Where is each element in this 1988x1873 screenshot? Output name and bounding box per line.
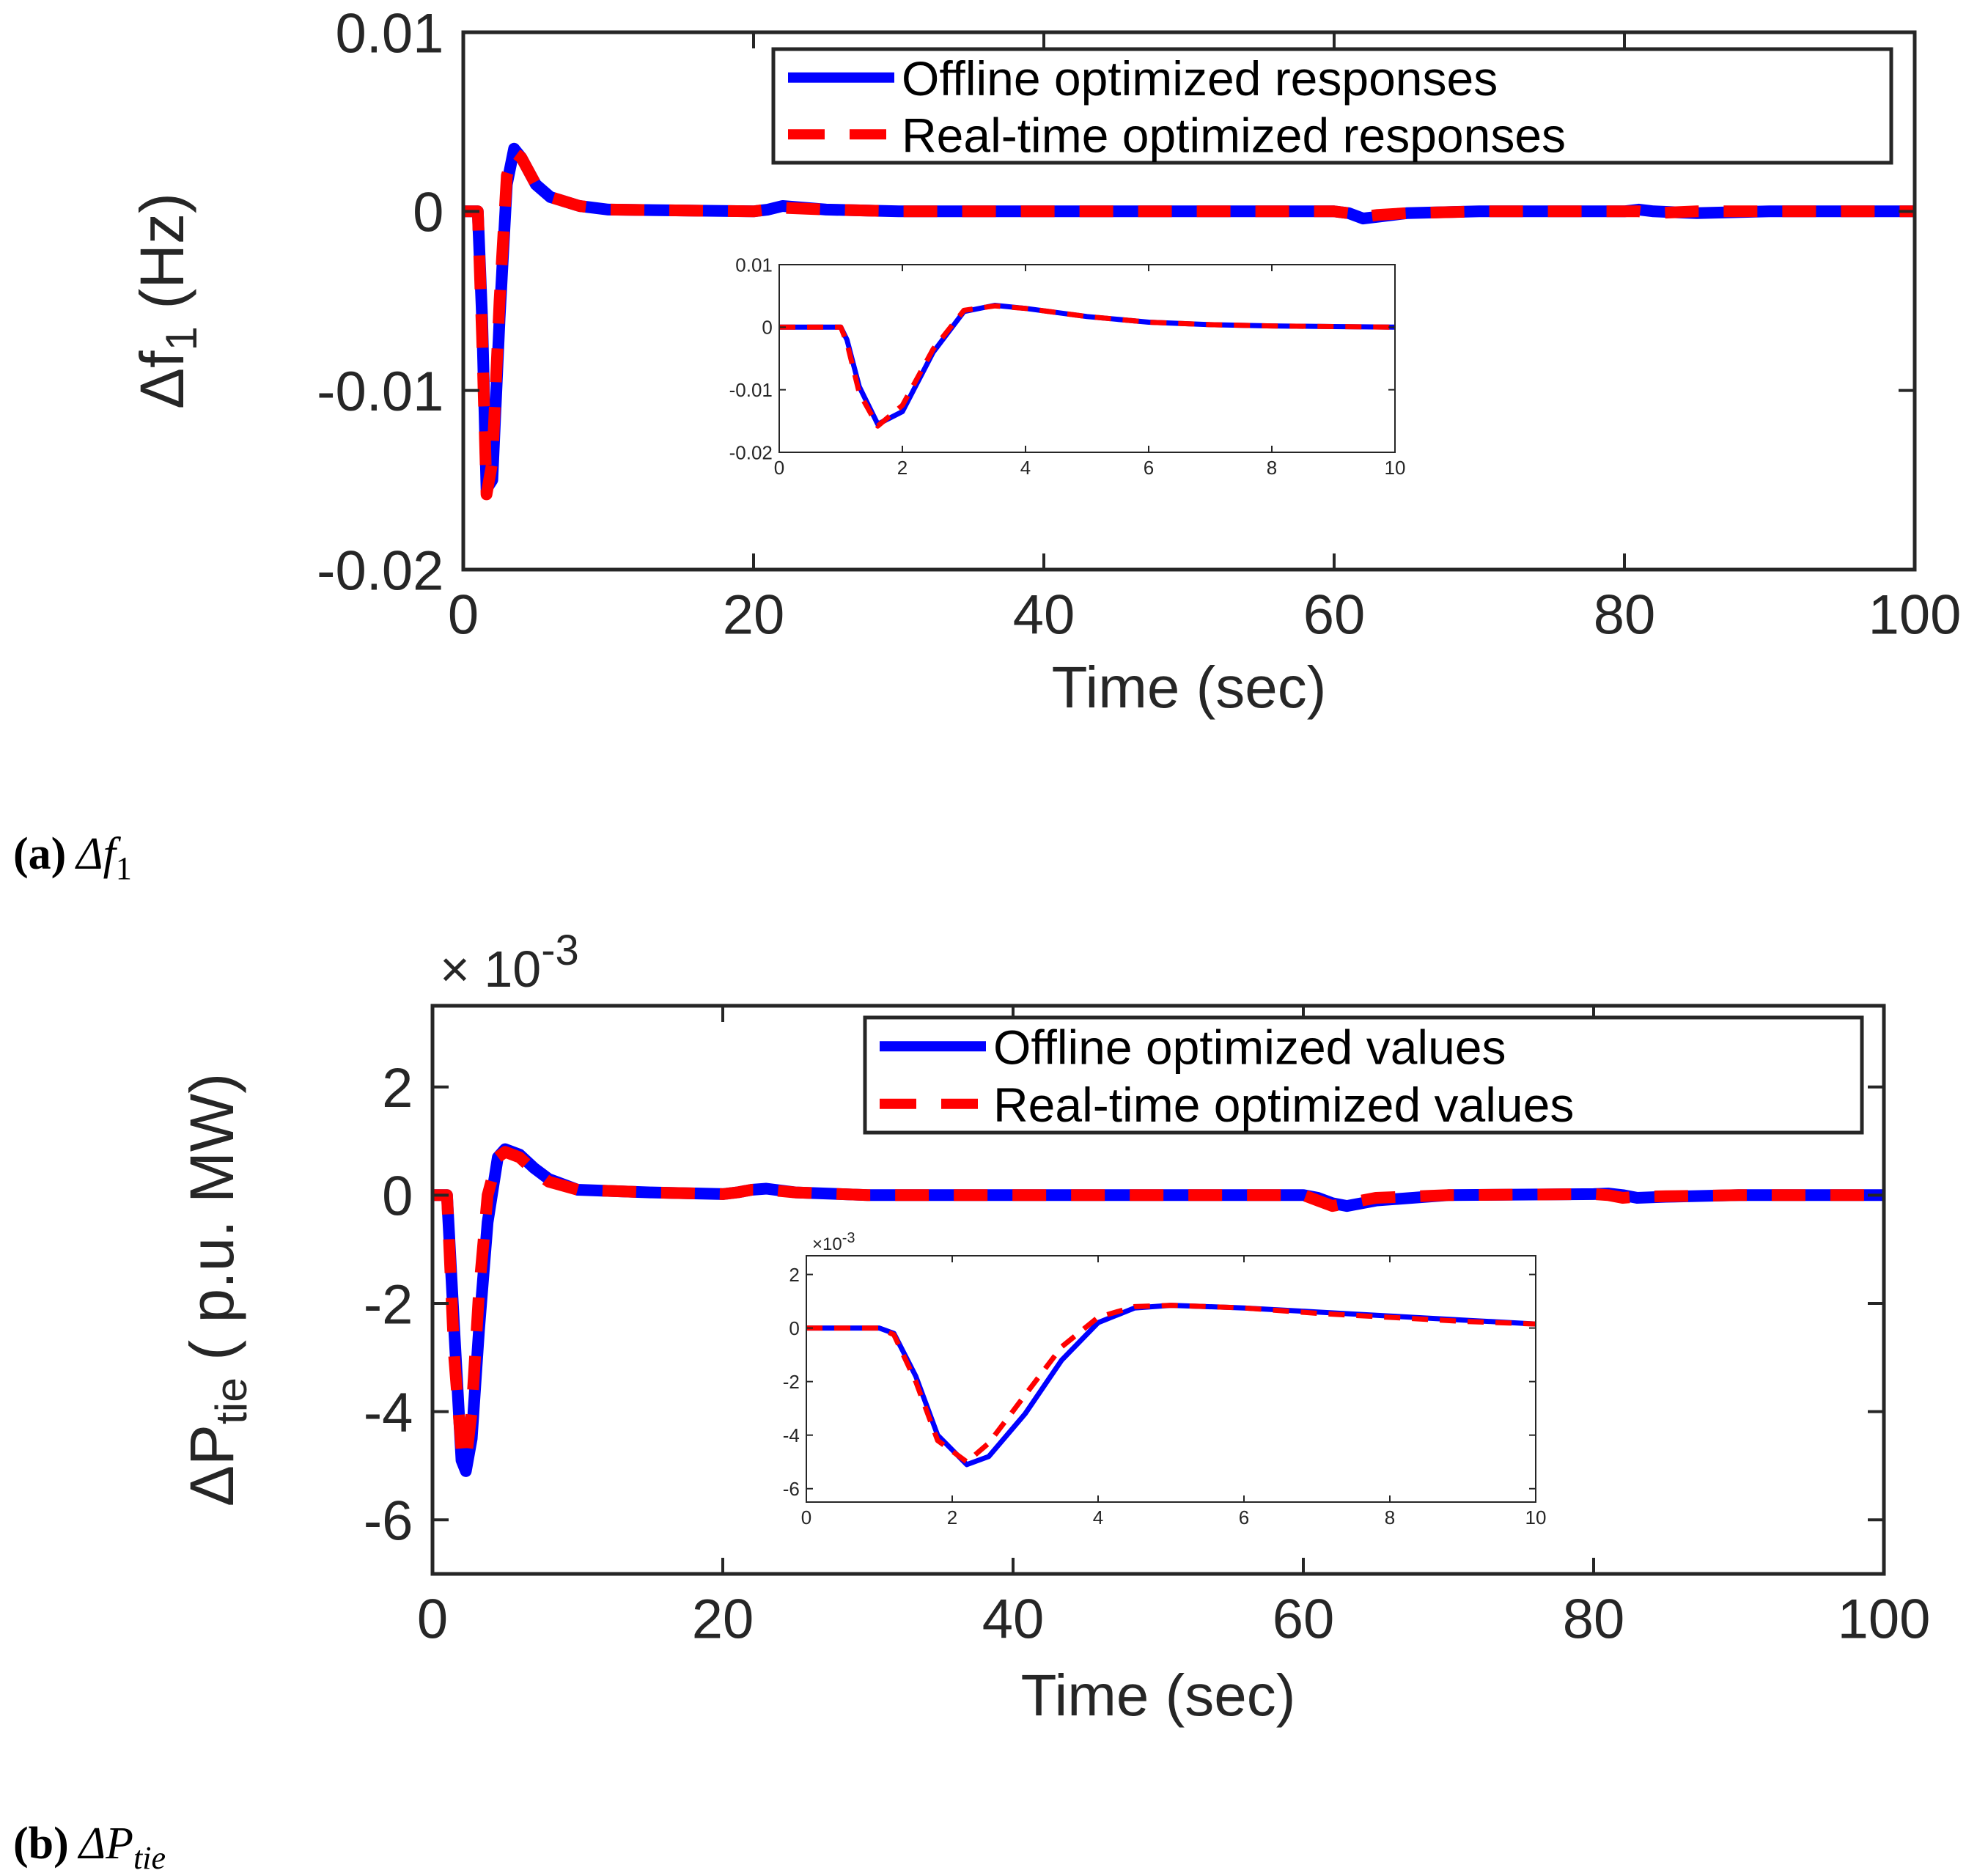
y-tick-label: 0: [413, 182, 443, 244]
inset-chart: 0 2 4 6 8 10 -0.02 -0.01 0 0.01: [729, 254, 1406, 479]
offline-series-line: [432, 1143, 1884, 1477]
y-tick-label: -0.01: [317, 361, 443, 423]
inset-x-tick-label: 8: [1267, 457, 1277, 479]
inset-y-tick-label: -2: [783, 1371, 800, 1393]
y-axis-label-sub: 1: [156, 326, 206, 351]
inset-axes-frame: [806, 1255, 1536, 1503]
inset-x-tick-label: 6: [1239, 1506, 1249, 1528]
y-axis-multiplier: × 10-3: [440, 927, 579, 998]
x-tick-label: 20: [692, 1588, 754, 1650]
x-tick-label: 0: [448, 584, 479, 646]
y-tick-label: -6: [364, 1490, 413, 1553]
x-tick-label: 40: [1013, 584, 1075, 646]
caption-math: Δf: [74, 829, 121, 879]
caption-math: ΔP: [77, 1819, 133, 1869]
y-axis-label: Δf1 (Hz): [128, 193, 206, 409]
x-axis-label: Time (sec): [1021, 1663, 1296, 1728]
inset-y-axis-multiplier: ×10-3: [812, 1230, 855, 1254]
inset-y-tick-label: 0: [762, 317, 772, 339]
y-tick-label: 0: [382, 1166, 413, 1228]
y-tick-label: -4: [364, 1382, 413, 1444]
inset-x-tick-label: 4: [1020, 457, 1031, 479]
x-tick-label: 100: [1838, 1588, 1931, 1650]
legend-box: [863, 1015, 1864, 1135]
caption-subscript: tie: [133, 1840, 166, 1873]
inset-y-axis-multiplier-exp: -3: [842, 1230, 855, 1246]
x-tick-label: 100: [1869, 584, 1962, 646]
inset-x-tick-label: 2: [897, 457, 908, 479]
axes-frame: [461, 30, 1917, 572]
y-axis-label-sub: tie: [206, 1377, 256, 1424]
x-tick-label: 40: [982, 1588, 1045, 1650]
inset-axes-frame: [778, 264, 1396, 453]
y-axis-label: ΔPtie ( p.u. MW): [177, 1073, 256, 1506]
inset-x-tick-label: 10: [1525, 1506, 1547, 1528]
inset-y-tick-label: 2: [789, 1264, 799, 1286]
x-tick-label: 60: [1273, 1588, 1335, 1650]
inset-y-tick-label: 0.01: [735, 254, 773, 276]
caption-label: (b): [13, 1819, 69, 1869]
caption-text: (a) Δf1: [13, 829, 132, 886]
y-axis-multiplier-exp: -3: [541, 927, 579, 974]
legend-offline-label: Offline optimized values: [993, 1020, 1506, 1074]
inset-plot-area: [806, 1256, 1536, 1502]
legend-box: [771, 47, 1893, 165]
inset-realtime-series-line: [806, 1303, 1536, 1465]
caption-text: (b) ΔPtie: [13, 1819, 166, 1873]
y-axis-label-main: ΔP: [177, 1424, 246, 1506]
y-axis-multiplier-base: × 10: [440, 941, 541, 998]
y-axis-label-tail: (Hz): [128, 193, 196, 326]
inset-x-tick-label: 4: [1093, 1506, 1103, 1528]
realtime-series-line: [463, 146, 1915, 501]
inset-x-tick-label: 0: [801, 1506, 811, 1528]
x-tick-label: 60: [1303, 584, 1366, 646]
legend-realtime-label: Real-time optimized responses: [902, 108, 1566, 162]
inset-realtime-series-line: [779, 303, 1396, 429]
inset-y-tick-label: -4: [783, 1424, 800, 1446]
x-axis-label: Time (sec): [1052, 655, 1327, 720]
inset-y-tick-label: -0.02: [729, 441, 773, 463]
inset-x-tick-label: 6: [1144, 457, 1154, 479]
x-tick-label: 80: [1594, 584, 1656, 646]
x-tick-label: 0: [417, 1588, 448, 1650]
x-tick-label: 20: [723, 584, 785, 646]
caption-subscript: 1: [116, 850, 132, 886]
inset-plot-area: [779, 265, 1395, 452]
inset-y-tick-label: -6: [783, 1478, 800, 1500]
legend-realtime-label: Real-time optimized values: [993, 1078, 1574, 1132]
inset-x-tick-label: 8: [1385, 1506, 1395, 1528]
caption-a: (a) Δf1: [13, 829, 132, 886]
inset-x-tick-label: 10: [1385, 457, 1406, 479]
caption-b: (b) ΔPtie: [13, 1819, 166, 1873]
y-axis-label-main: Δf: [128, 350, 196, 409]
y-tick-label: 0.01: [335, 2, 443, 65]
y-axis-label-tail: ( p.u. MW): [177, 1073, 246, 1377]
y-tick-label: -0.02: [317, 540, 443, 602]
axes-frame: [430, 1004, 1886, 1576]
inset-chart: 0 2 4 6 8 10 -6 -4 -2 0 2 ×10-3: [783, 1230, 1547, 1528]
inset-y-tick-label: -0.01: [729, 379, 773, 401]
y-tick-label: -2: [364, 1273, 413, 1336]
caption-label: (a): [13, 829, 66, 879]
legend-offline-label: Offline optimized responses: [902, 51, 1498, 106]
x-tick-label: 80: [1563, 1588, 1625, 1650]
inset-y-tick-label: 0: [789, 1317, 799, 1339]
inset-x-tick-label: 2: [947, 1506, 957, 1528]
y-tick-label: 2: [382, 1057, 413, 1119]
inset-x-tick-label: 0: [774, 457, 784, 479]
realtime-series-line: [432, 1146, 1884, 1466]
inset-y-axis-multiplier-base: ×10: [812, 1234, 842, 1254]
